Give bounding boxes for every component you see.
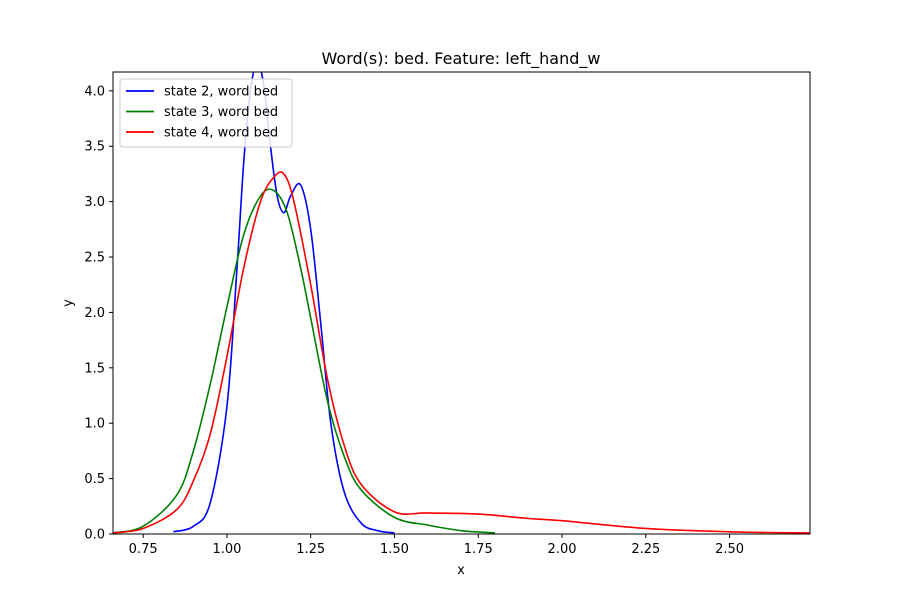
x-tick-label: 1.25 <box>296 542 325 557</box>
y-tick-label: 3.5 <box>84 140 105 155</box>
x-axis-label: x <box>457 563 465 578</box>
y-axis: 0.0 0.5 1.0 1.5 2.0 2.5 3.0 3.5 4.0 <box>84 84 113 543</box>
legend: state 2, word bed state 3, word bed state … <box>119 78 293 148</box>
series-line-3 <box>113 188 496 534</box>
series-line-4 <box>113 171 810 534</box>
y-tick-label: 0.5 <box>84 472 105 487</box>
y-tick-label: 2.0 <box>84 306 105 321</box>
x-tick-label: 1.00 <box>212 542 241 557</box>
x-tick-label: 0.75 <box>129 542 158 557</box>
y-tick-label: 3.0 <box>84 195 105 210</box>
y-axis-label: y <box>61 299 76 307</box>
plot-area-frame <box>112 71 811 535</box>
legend-label-4: state 4, word bed <box>164 126 278 141</box>
legend-box <box>119 78 293 148</box>
x-tick-label: 2.50 <box>715 542 744 557</box>
y-tick-label: 0.0 <box>84 528 105 543</box>
x-tick-label: 1.75 <box>464 542 493 557</box>
x-tick-label: 1.50 <box>380 542 409 557</box>
x-tick-label: 2.25 <box>631 542 660 557</box>
y-tick-label: 4.0 <box>84 84 105 99</box>
x-tick-label: 2.00 <box>548 542 577 557</box>
y-tick-label: 1.5 <box>84 361 105 376</box>
legend-label-2: state 2, word bed <box>164 85 278 100</box>
series-layer <box>113 72 810 534</box>
legend-label-3: state 3, word bed <box>164 105 278 120</box>
y-tick-label: 1.0 <box>84 417 105 432</box>
x-axis: 0.75 1.00 1.25 1.50 1.75 2.00 2.25 2.50 <box>129 534 744 557</box>
chart-title: Word(s): bed. Feature: left_hand_w <box>322 49 601 69</box>
y-tick-label: 2.5 <box>84 251 105 266</box>
